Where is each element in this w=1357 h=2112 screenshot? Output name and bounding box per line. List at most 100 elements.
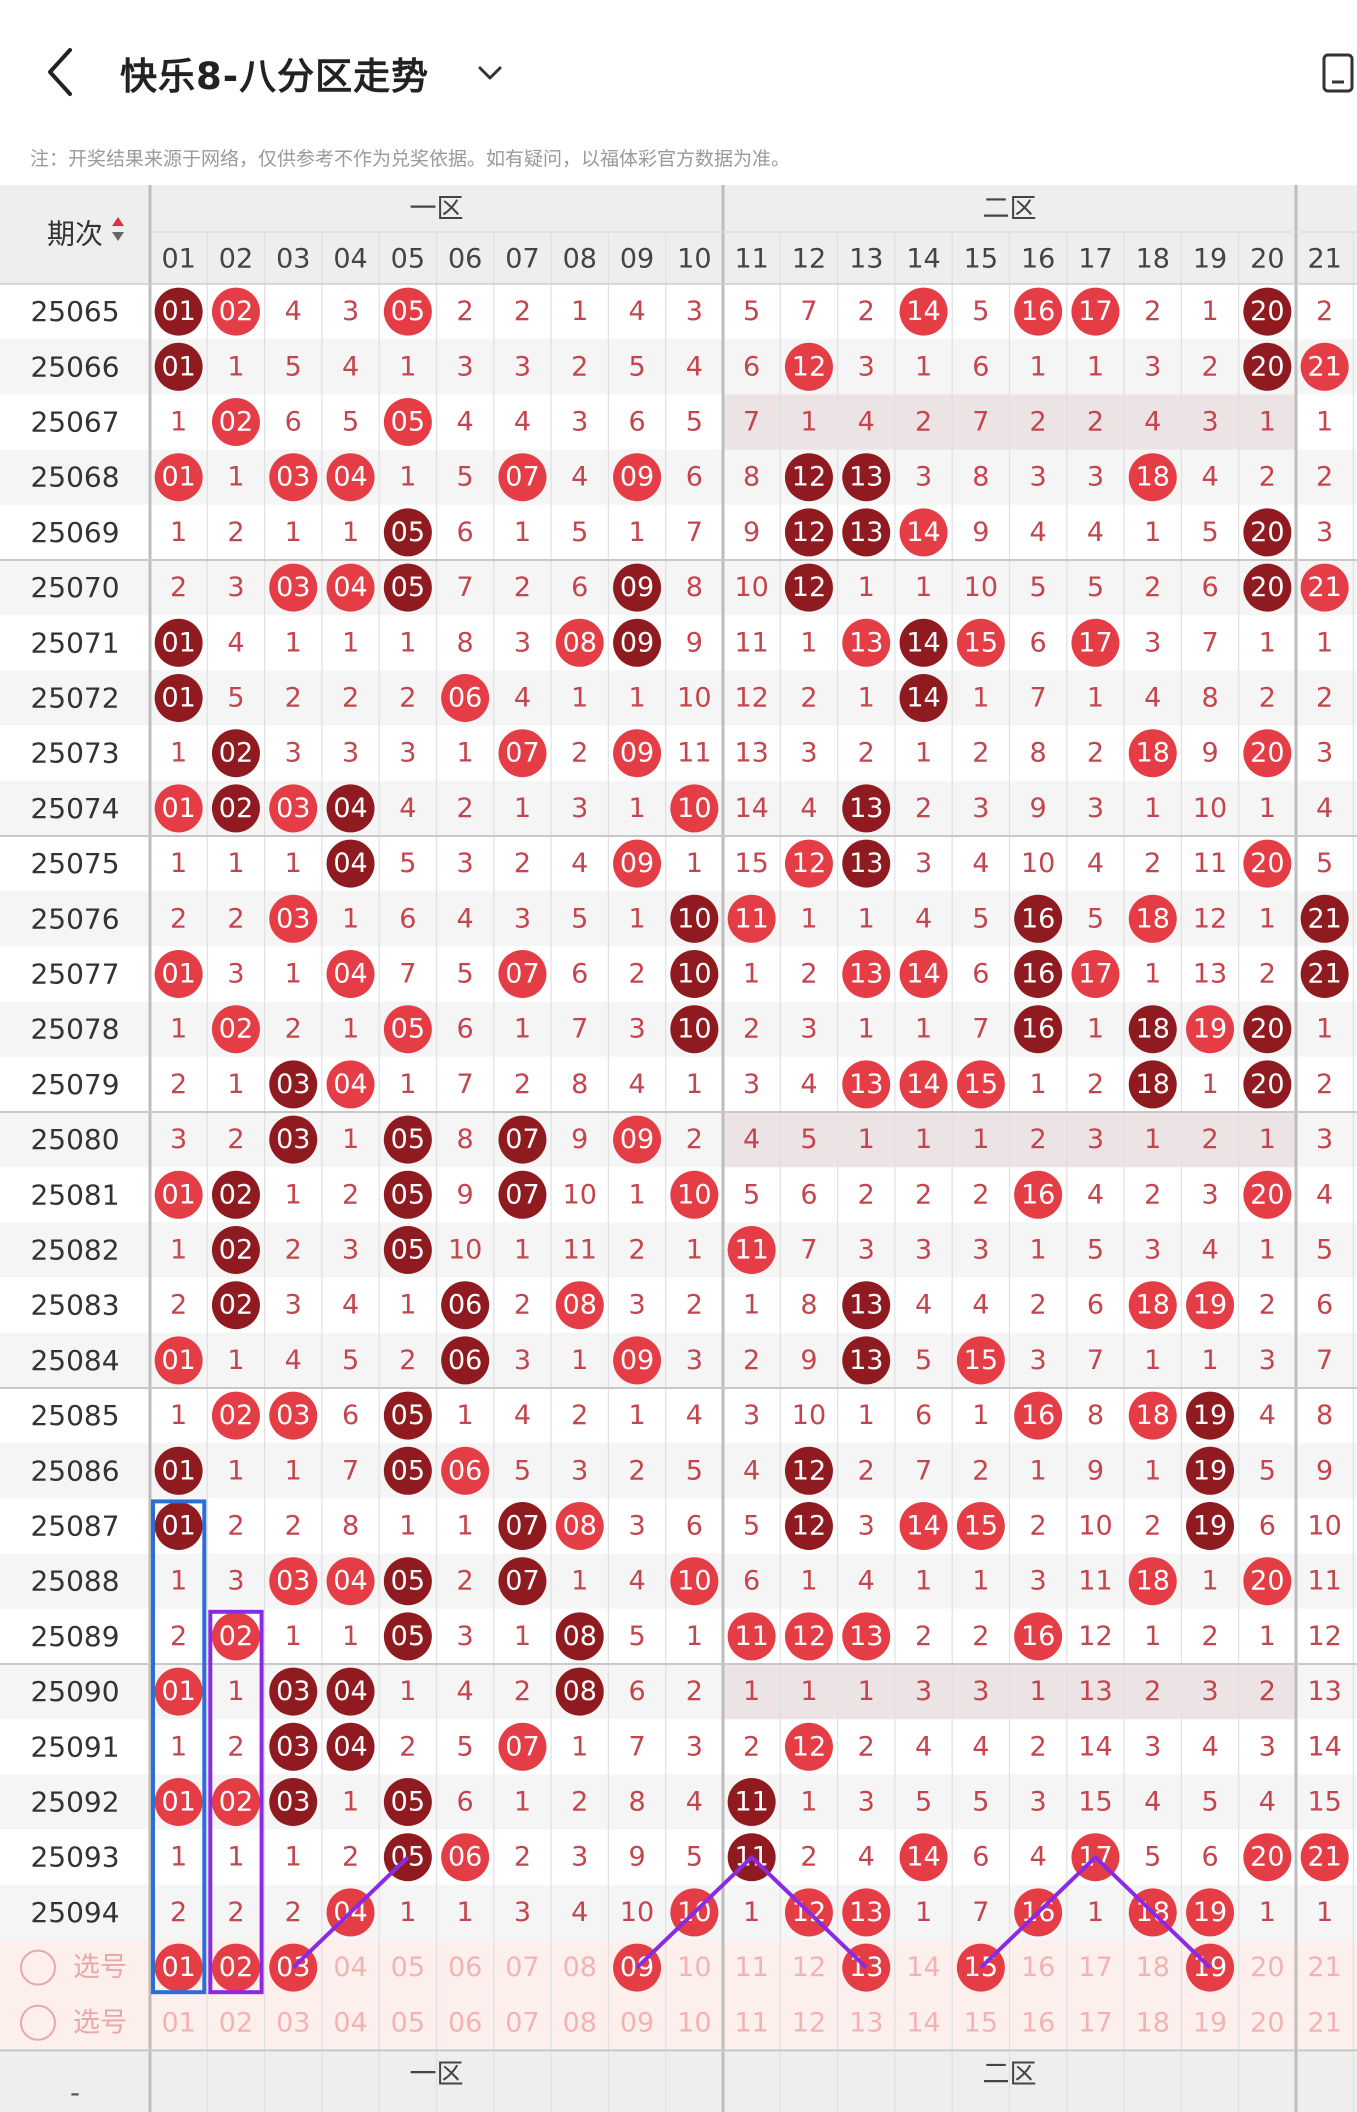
number-ball bbox=[383, 1612, 432, 1661]
select-number[interactable]: 06 bbox=[448, 2007, 482, 2038]
miss-count: 2 bbox=[170, 1897, 187, 1928]
miss-count: 2 bbox=[972, 1455, 989, 1486]
ball-number: 02 bbox=[219, 1014, 253, 1045]
ball-number: 13 bbox=[849, 1290, 883, 1321]
number-ball bbox=[784, 453, 833, 502]
miss-count: 1 bbox=[1201, 1345, 1218, 1376]
selected-ball[interactable] bbox=[154, 1943, 203, 1992]
miss-count: 1 bbox=[399, 462, 416, 493]
number-ball bbox=[1128, 1557, 1177, 1606]
select-number[interactable]: 15 bbox=[964, 2007, 998, 2038]
ball-number: 13 bbox=[849, 959, 883, 990]
miss-count: 1 bbox=[1087, 1897, 1104, 1928]
select-number[interactable]: 18 bbox=[1136, 2007, 1170, 2038]
trend-line bbox=[979, 1855, 1212, 1970]
select-row[interactable]: 选号 01 02 03 04 05 06 07 08 09 10 11 12 13 14 15 16 17 18 19… bbox=[20, 2004, 1342, 2041]
miss-count: 7 bbox=[399, 959, 416, 990]
select-number[interactable]: 04 bbox=[333, 1952, 367, 1983]
select-number[interactable]: 08 bbox=[563, 2007, 597, 2038]
ball-number: 04 bbox=[333, 959, 367, 990]
number-ball bbox=[899, 950, 948, 998]
period-label: 25068 bbox=[30, 461, 119, 494]
miss-count: 5 bbox=[915, 1345, 932, 1376]
ball-number: 09 bbox=[620, 1124, 654, 1155]
select-number[interactable]: 04 bbox=[333, 2007, 367, 2038]
table-row: 25067 1 02 6 5 05 4 4 3 6 5 7 1 4 2 7 2 2 4 3 1 1 bbox=[30, 398, 1333, 446]
select-number[interactable]: 01 bbox=[161, 2007, 195, 2038]
number-ball bbox=[784, 839, 833, 888]
ball-number: 04 bbox=[333, 1566, 367, 1597]
select-number[interactable]: 05 bbox=[391, 2007, 425, 2038]
select-number[interactable]: 12 bbox=[792, 1952, 826, 1983]
miss-count: 3 bbox=[915, 848, 932, 879]
miss-count: 2 bbox=[342, 1179, 359, 1210]
select-radio[interactable] bbox=[20, 2004, 56, 2041]
select-number[interactable]: 10 bbox=[677, 2007, 711, 2038]
miss-count: 3 bbox=[858, 1511, 875, 1542]
select-number[interactable]: 20 bbox=[1250, 1952, 1284, 1983]
select-number[interactable]: 03 bbox=[276, 2007, 310, 2038]
select-number[interactable]: 19 bbox=[1193, 2007, 1227, 2038]
miss-count: 3 bbox=[1144, 351, 1161, 382]
select-number[interactable]: 17 bbox=[1078, 1952, 1112, 1983]
miss-count: 5 bbox=[628, 351, 645, 382]
ball-number: 02 bbox=[219, 296, 253, 327]
select-number[interactable]: 11 bbox=[734, 1952, 768, 1983]
ball-number: 09 bbox=[620, 738, 654, 769]
select-number[interactable]: 18 bbox=[1136, 1952, 1170, 1983]
miss-count: 11 bbox=[734, 627, 768, 658]
select-number[interactable]: 14 bbox=[906, 1952, 940, 1983]
selected-ball[interactable] bbox=[211, 1943, 260, 1992]
number-ball bbox=[498, 1722, 547, 1771]
select-number[interactable]: 16 bbox=[1021, 2007, 1055, 2038]
ball-number: 10 bbox=[677, 903, 711, 934]
miss-count: 2 bbox=[1259, 1290, 1276, 1321]
select-number[interactable]: 21 bbox=[1307, 1952, 1341, 1983]
miss-count: 3 bbox=[686, 1345, 703, 1376]
sort-icon[interactable] bbox=[112, 217, 124, 241]
number-ball bbox=[211, 1005, 260, 1054]
select-number[interactable]: 10 bbox=[677, 1952, 711, 1983]
table-row: 25085 1 02 03 6 05 1 4 2 1 4 3 10 1 6 1 16 8 18 19 4 8 bbox=[30, 1391, 1333, 1440]
select-radio[interactable] bbox=[20, 1949, 56, 1986]
select-number[interactable]: 17 bbox=[1078, 2007, 1112, 2038]
select-number[interactable]: 07 bbox=[505, 1952, 539, 1983]
number-ball bbox=[670, 950, 719, 998]
number-ball bbox=[326, 950, 375, 998]
page-title[interactable]: 快乐8-八分区走势 bbox=[120, 55, 430, 98]
miss-count: 6 bbox=[457, 1787, 474, 1818]
number-ball bbox=[211, 1226, 260, 1274]
miss-count: 1 bbox=[1259, 903, 1276, 934]
device-icon[interactable] bbox=[1320, 52, 1357, 94]
miss-count: 3 bbox=[457, 848, 474, 879]
number-ball bbox=[211, 398, 260, 446]
miss-count: 3 bbox=[571, 1455, 588, 1486]
miss-count: 7 bbox=[571, 1014, 588, 1045]
ball-number: 02 bbox=[219, 1290, 253, 1321]
miss-count: 4 bbox=[915, 1290, 932, 1321]
select-number[interactable]: 09 bbox=[620, 2007, 654, 2038]
select-number[interactable]: 02 bbox=[219, 2007, 253, 2038]
number-ball bbox=[555, 1502, 604, 1550]
select-number[interactable]: 13 bbox=[849, 2007, 883, 2038]
select-number[interactable]: 05 bbox=[391, 1952, 425, 1983]
back-arrow-icon[interactable] bbox=[40, 44, 80, 100]
miss-count: 4 bbox=[858, 1566, 875, 1597]
select-number[interactable]: 21 bbox=[1307, 2007, 1341, 2038]
select-number[interactable]: 06 bbox=[448, 1952, 482, 1983]
select-number[interactable]: 08 bbox=[563, 1952, 597, 1983]
select-number[interactable]: 16 bbox=[1021, 1952, 1055, 1983]
miss-count: 1 bbox=[514, 1621, 531, 1652]
select-number[interactable]: 07 bbox=[505, 2007, 539, 2038]
select-number[interactable]: 12 bbox=[792, 2007, 826, 2038]
chevron-down-icon[interactable] bbox=[474, 58, 506, 88]
select-number[interactable]: 14 bbox=[906, 2007, 940, 2038]
select-number[interactable]: 20 bbox=[1250, 2007, 1284, 2038]
miss-count: 4 bbox=[342, 351, 359, 382]
miss-count: 5 bbox=[399, 848, 416, 879]
ball-number: 05 bbox=[391, 1179, 425, 1210]
select-row[interactable]: 选号 01 02 03 04 05 06 07 08 09 10 11 12 13 14 15 16 17 18 19… bbox=[20, 1943, 1342, 1992]
trend-box-purple bbox=[208, 1609, 264, 1995]
ball-number: 10 bbox=[677, 793, 711, 824]
select-number[interactable]: 11 bbox=[734, 2007, 768, 2038]
